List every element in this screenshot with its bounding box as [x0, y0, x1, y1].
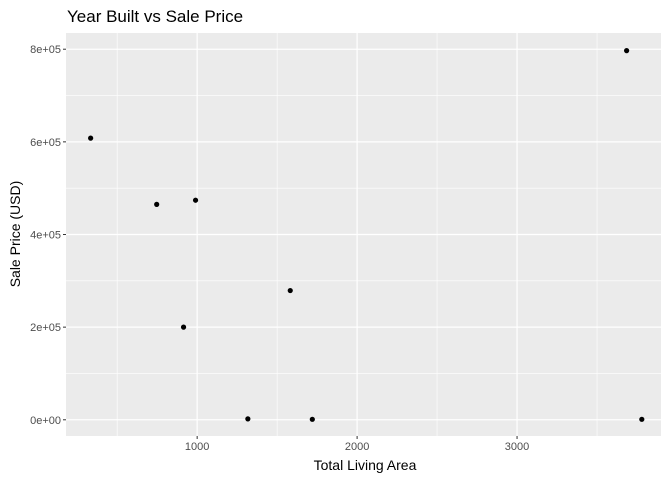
x-tick-label: 3000 [505, 441, 529, 453]
y-tick-label: 8e+05 [30, 44, 61, 56]
data-points [88, 48, 645, 422]
x-tick-label: 1000 [185, 441, 209, 453]
data-point [245, 416, 251, 422]
x-axis-title: Total Living Area [314, 457, 417, 473]
data-point [192, 197, 199, 203]
data-point [624, 48, 630, 54]
y-tick-label: 0e+00 [30, 415, 61, 427]
data-point [180, 324, 187, 330]
y-tick-label: 4e+05 [30, 230, 61, 242]
chart-title: Year Built vs Sale Price [67, 7, 243, 26]
data-point [154, 201, 160, 207]
y-axis-ticks: 0e+00 2e+05 4e+05 6e+05 8e+05 [30, 44, 66, 427]
data-point [309, 416, 315, 422]
y-axis-title: Sale Price (USD) [7, 181, 23, 288]
major-gridlines [66, 33, 661, 436]
x-tick-label: 2000 [345, 441, 369, 453]
y-tick-label: 6e+05 [30, 137, 61, 149]
data-point [639, 416, 645, 422]
y-tick-label: 2e+05 [30, 322, 61, 334]
x-axis-ticks: 1000 2000 3000 [185, 436, 529, 453]
data-point [88, 135, 94, 141]
data-point [287, 287, 293, 294]
